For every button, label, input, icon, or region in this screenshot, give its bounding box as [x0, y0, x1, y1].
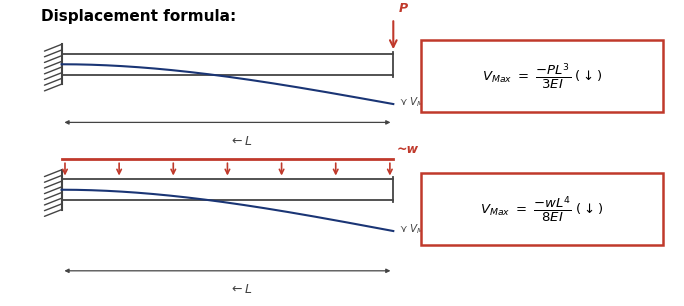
Text: Displacement formula:: Displacement formula:: [41, 9, 236, 24]
Text: ~w: ~w: [397, 143, 419, 156]
Text: P: P: [399, 2, 408, 15]
Text: $\curlyvee$ $V_{Max}$: $\curlyvee$ $V_{Max}$: [399, 95, 434, 110]
Text: $V_{Max}\ =\ \dfrac{-PL^3}{3EI}\ \left(\downarrow\right)$: $V_{Max}\ =\ \dfrac{-PL^3}{3EI}\ \left(\…: [482, 61, 603, 91]
Text: $\leftarrow L$: $\leftarrow L$: [229, 135, 253, 147]
Text: $V_{Max}\ =\ \dfrac{-wL^4}{8EI}\ \left(\downarrow\right)$: $V_{Max}\ =\ \dfrac{-wL^4}{8EI}\ \left(\…: [480, 194, 604, 224]
Text: $\leftarrow L$: $\leftarrow L$: [229, 283, 253, 296]
Text: $\curlyvee$ $V_{Max}$: $\curlyvee$ $V_{Max}$: [399, 222, 434, 237]
Bar: [421, 173, 663, 245]
Bar: [421, 40, 663, 112]
